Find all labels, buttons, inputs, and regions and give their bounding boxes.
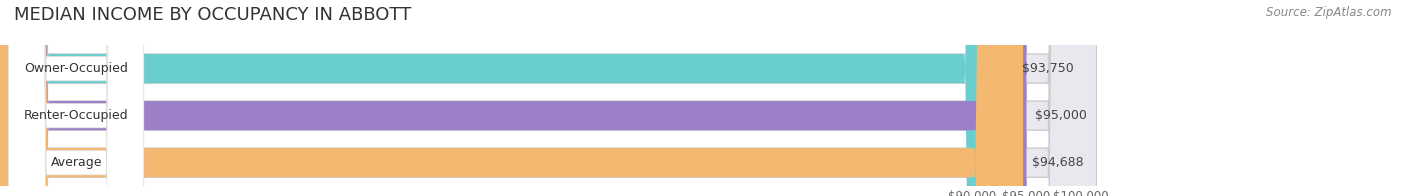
FancyBboxPatch shape: [8, 0, 143, 196]
Text: Owner-Occupied: Owner-Occupied: [24, 62, 128, 75]
Text: $95,000: $95,000: [1035, 109, 1087, 122]
FancyBboxPatch shape: [0, 0, 1097, 196]
Text: $93,750: $93,750: [1022, 62, 1073, 75]
FancyBboxPatch shape: [0, 0, 1097, 196]
Text: $94,688: $94,688: [1032, 156, 1084, 169]
Text: Average: Average: [51, 156, 101, 169]
Text: MEDIAN INCOME BY OCCUPANCY IN ABBOTT: MEDIAN INCOME BY OCCUPANCY IN ABBOTT: [14, 6, 412, 24]
FancyBboxPatch shape: [8, 0, 143, 196]
FancyBboxPatch shape: [8, 0, 143, 196]
Text: Source: ZipAtlas.com: Source: ZipAtlas.com: [1267, 6, 1392, 19]
FancyBboxPatch shape: [0, 0, 1026, 196]
Text: Renter-Occupied: Renter-Occupied: [24, 109, 128, 122]
FancyBboxPatch shape: [0, 0, 1012, 196]
FancyBboxPatch shape: [0, 0, 1097, 196]
FancyBboxPatch shape: [0, 0, 1024, 196]
